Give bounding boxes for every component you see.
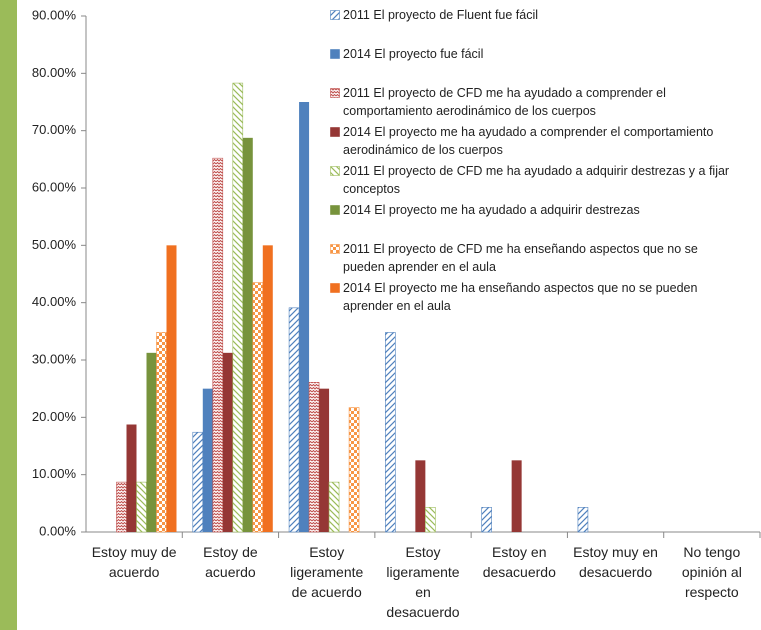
bar xyxy=(192,431,204,533)
y-tick-label: 20.00% xyxy=(32,409,77,424)
legend-label: 2014 El proyecto fue fácil xyxy=(343,47,484,61)
legend-label: 2011 El proyecto de CFD me ha ayudado a … xyxy=(343,86,666,118)
bar xyxy=(232,82,244,533)
legend-entry: 2011 El proyecto de Fluent fue fácil xyxy=(330,6,740,24)
legend-entry: 2014 El proyecto me ha enseñando aspecto… xyxy=(330,279,740,315)
legend-swatch xyxy=(330,88,340,98)
x-tick-label: Estoy en desacuerdo xyxy=(482,544,556,580)
legend-label: 2011 El proyecto de CFD me ha enseñando … xyxy=(343,242,698,274)
legend-entry: 2014 El proyecto fue fácil xyxy=(330,45,740,63)
bar xyxy=(348,407,360,533)
legend-label: 2011 El proyecto de CFD me ha ayudado a … xyxy=(343,164,730,196)
x-tick-label: Estoy muy de acuerdo xyxy=(91,544,177,580)
x-tick-label: No tengo opinión al respecto xyxy=(681,544,742,600)
legend-swatch xyxy=(330,10,340,20)
y-tick-label: 10.00% xyxy=(32,466,77,481)
bar xyxy=(288,307,300,533)
legend-swatch-fill xyxy=(330,10,340,20)
legend-swatch-fill xyxy=(330,166,340,176)
y-tick-label: 30.00% xyxy=(32,351,77,366)
bar xyxy=(166,245,177,533)
legend-entry: 2011 El proyecto de CFD me ha enseñando … xyxy=(330,240,740,276)
legend-swatch xyxy=(330,127,340,137)
bar xyxy=(481,507,492,533)
bar xyxy=(511,460,522,532)
legend-entry: 2011 El proyecto de CFD me ha ayudado a … xyxy=(330,84,740,120)
bar xyxy=(252,282,264,533)
bar xyxy=(385,332,396,533)
bar xyxy=(126,424,137,532)
legend-swatch xyxy=(330,283,340,293)
legend-entry: 2014 El proyecto me ha ayudado a adquiri… xyxy=(330,201,740,219)
bar xyxy=(299,102,310,532)
bar xyxy=(242,137,253,533)
y-tick-label: 90.00% xyxy=(32,7,77,22)
x-tick-label: Estoy ligeramente de acuerdo xyxy=(290,544,364,600)
side-strip xyxy=(0,0,17,630)
bar xyxy=(577,507,589,533)
bar xyxy=(156,332,167,533)
legend-swatch-fill xyxy=(330,88,340,98)
x-tick-label: Estoy ligeramente en desacuerdo xyxy=(386,544,460,620)
legend-label: 2014 El proyecto me ha ayudado a compren… xyxy=(343,125,714,157)
bar xyxy=(116,481,127,533)
bar xyxy=(319,388,330,532)
legend-label: 2011 El proyecto de Fluent fue fácil xyxy=(343,8,539,22)
legend-swatch-fill xyxy=(330,244,340,254)
legend-label: 2014 El proyecto me ha enseñando aspecto… xyxy=(343,281,698,313)
legend-entry: 2014 El proyecto me ha ayudado a compren… xyxy=(330,123,740,159)
legend-swatch xyxy=(330,49,340,59)
y-tick-label: 60.00% xyxy=(32,179,77,194)
legend-label: 2014 El proyecto me ha ayudado a adquiri… xyxy=(343,203,640,217)
y-tick-label: 70.00% xyxy=(32,122,77,137)
x-tick-label: Estoy muy en desacuerdo xyxy=(573,544,658,580)
legend-swatch xyxy=(330,244,340,254)
y-tick-label: 0.00% xyxy=(39,523,76,538)
bar xyxy=(136,481,147,533)
y-tick-label: 80.00% xyxy=(32,65,77,80)
bar xyxy=(308,382,320,533)
bar xyxy=(212,157,224,533)
legend-swatch-fill xyxy=(330,127,340,137)
bar xyxy=(222,352,233,532)
bar xyxy=(425,507,436,533)
x-tick-label: Estoy de acuerdo xyxy=(203,544,258,580)
bar xyxy=(328,481,340,533)
legend-swatch-fill xyxy=(330,205,340,215)
legend-entry: 2011 El proyecto de CFD me ha ayudado a … xyxy=(330,162,740,198)
legend-swatch xyxy=(330,205,340,215)
bar xyxy=(415,460,426,532)
legend-swatch-fill xyxy=(330,283,340,293)
y-tick-label: 40.00% xyxy=(32,294,77,309)
legend-swatch-fill xyxy=(330,49,340,59)
legend-swatch xyxy=(330,166,340,176)
bar xyxy=(202,388,213,532)
bar xyxy=(146,352,157,532)
y-tick-label: 50.00% xyxy=(32,237,77,252)
bar xyxy=(262,245,273,533)
